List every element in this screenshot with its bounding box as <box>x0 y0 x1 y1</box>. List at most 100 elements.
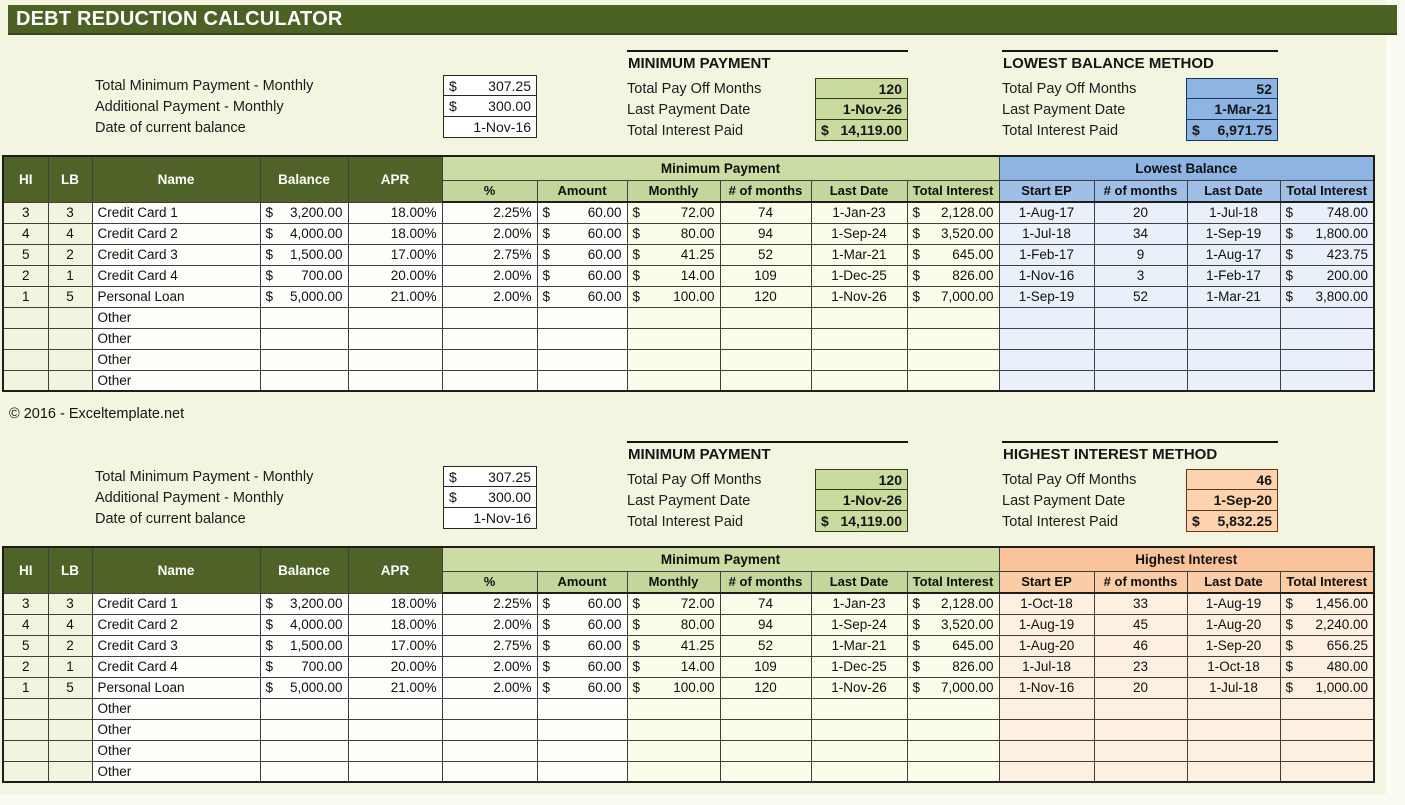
num-months-cell[interactable]: 109 <box>719 264 812 287</box>
debt-name-cell[interactable]: Other <box>91 327 261 350</box>
balance-cell[interactable] <box>259 697 349 720</box>
min-percent-cell[interactable]: 2.00% <box>441 676 538 699</box>
lb-rank-cell[interactable]: 3 <box>47 592 93 615</box>
hi-rank-cell[interactable] <box>2 718 49 741</box>
last-date-cell[interactable] <box>810 369 908 392</box>
debt-name-cell[interactable]: Other <box>91 369 261 392</box>
balance-cell[interactable] <box>259 760 349 783</box>
lb-last-date-cell[interactable]: 1-Jul-18 <box>1186 201 1281 224</box>
hi-num-months-cell[interactable]: 46 <box>1093 634 1188 657</box>
balance-cell[interactable]: $5,000.00 <box>259 676 349 699</box>
last-date-cell[interactable] <box>810 348 908 371</box>
min-amount-cell[interactable] <box>536 327 628 350</box>
min-percent-cell[interactable] <box>441 760 538 783</box>
hi-start-ep-cell[interactable]: 1-Nov-16 <box>998 676 1095 699</box>
apr-cell[interactable]: 21.00% <box>347 285 443 308</box>
last-date-cell[interactable] <box>810 718 908 741</box>
hi-last-date-cell[interactable]: 1-Jul-18 <box>1186 676 1281 699</box>
apr-cell[interactable] <box>347 739 443 762</box>
hi-rank-cell[interactable]: 3 <box>2 592 49 615</box>
lb-total-interest-cell[interactable] <box>1279 369 1375 392</box>
min-percent-cell[interactable]: 2.00% <box>441 264 538 287</box>
debt-name-cell[interactable]: Other <box>91 348 261 371</box>
lowest-balance-result-value[interactable]: 52 <box>1186 77 1278 100</box>
apr-cell[interactable] <box>347 369 443 392</box>
lb-rank-cell[interactable]: 2 <box>47 634 93 657</box>
hi-rank-cell[interactable]: 3 <box>2 201 49 224</box>
num-months-cell[interactable]: 94 <box>719 613 812 636</box>
apr-cell[interactable]: 20.00% <box>347 655 443 678</box>
min-amount-cell[interactable] <box>536 348 628 371</box>
debt-name-cell[interactable]: Credit Card 2 <box>91 222 261 245</box>
num-months-cell[interactable]: 52 <box>719 634 812 657</box>
lb-rank-cell[interactable] <box>47 327 93 350</box>
lb-last-date-cell[interactable] <box>1186 369 1281 392</box>
apr-cell[interactable]: 18.00% <box>347 613 443 636</box>
monthly-cell[interactable]: $72.00 <box>626 201 721 224</box>
monthly-cell[interactable] <box>626 697 721 720</box>
hi-total-interest-cell[interactable] <box>1279 760 1375 783</box>
min-percent-cell[interactable]: 2.75% <box>441 243 538 266</box>
balance-cell[interactable] <box>259 348 349 371</box>
lb-start-ep-cell[interactable]: 1-Sep-19 <box>998 285 1095 308</box>
balance-cell[interactable] <box>259 718 349 741</box>
hi-num-months-cell[interactable]: 20 <box>1093 676 1188 699</box>
hi-start-ep-cell[interactable] <box>998 739 1095 762</box>
debt-name-cell[interactable]: Credit Card 3 <box>91 634 261 657</box>
lb-total-interest-cell[interactable]: $1,800.00 <box>1279 222 1375 245</box>
lb-start-ep-cell[interactable]: 1-Feb-17 <box>998 243 1095 266</box>
lb-num-months-cell[interactable]: 9 <box>1093 243 1188 266</box>
total-interest-cell[interactable]: $3,520.00 <box>906 222 1000 245</box>
hi-last-date-cell[interactable]: 1-Sep-20 <box>1186 634 1281 657</box>
min-amount-cell[interactable]: $60.00 <box>536 655 628 678</box>
lb-total-interest-cell[interactable] <box>1279 306 1375 329</box>
lb-rank-cell[interactable]: 4 <box>47 222 93 245</box>
lb-rank-cell[interactable]: 5 <box>47 676 93 699</box>
total-interest-cell[interactable]: $2,128.00 <box>906 592 1000 615</box>
lb-total-interest-cell[interactable]: $200.00 <box>1279 264 1375 287</box>
balance-cell[interactable] <box>259 739 349 762</box>
balance-cell[interactable]: $4,000.00 <box>259 613 349 636</box>
monthly-cell[interactable]: $80.00 <box>626 222 721 245</box>
min-percent-cell[interactable]: 2.00% <box>441 613 538 636</box>
num-months-cell[interactable] <box>719 697 812 720</box>
hi-total-interest-cell[interactable]: $2,240.00 <box>1279 613 1375 636</box>
apr-cell[interactable] <box>347 327 443 350</box>
hi-rank-cell[interactable] <box>2 760 49 783</box>
min-percent-cell[interactable]: 2.25% <box>441 592 538 615</box>
highest-interest-result-value[interactable]: 46 <box>1186 468 1278 491</box>
hi-last-date-cell[interactable] <box>1186 760 1281 783</box>
hi-num-months-cell[interactable] <box>1093 697 1188 720</box>
apr-cell[interactable]: 18.00% <box>347 201 443 224</box>
min-percent-cell[interactable] <box>441 718 538 741</box>
monthly-cell[interactable] <box>626 348 721 371</box>
num-months-cell[interactable] <box>719 760 812 783</box>
monthly-cell[interactable]: $14.00 <box>626 655 721 678</box>
min-percent-cell[interactable] <box>441 327 538 350</box>
hi-num-months-cell[interactable]: 33 <box>1093 592 1188 615</box>
min-percent-cell[interactable]: 2.00% <box>441 222 538 245</box>
total-interest-cell[interactable] <box>906 348 1000 371</box>
min-amount-cell[interactable]: $60.00 <box>536 634 628 657</box>
last-date-cell[interactable]: 1-Mar-21 <box>810 243 908 266</box>
hi-rank-cell[interactable]: 2 <box>2 655 49 678</box>
num-months-cell[interactable] <box>719 369 812 392</box>
last-date-cell[interactable]: 1-Jan-23 <box>810 592 908 615</box>
lb-start-ep-cell[interactable]: 1-Jul-18 <box>998 222 1095 245</box>
monthly-cell[interactable] <box>626 760 721 783</box>
min-amount-cell[interactable]: $60.00 <box>536 613 628 636</box>
lb-rank-cell[interactable] <box>47 697 93 720</box>
apr-cell[interactable]: 17.00% <box>347 634 443 657</box>
hi-last-date-cell[interactable] <box>1186 697 1281 720</box>
hi-total-interest-cell[interactable] <box>1279 697 1375 720</box>
payment-input-value[interactable]: $300.00 <box>443 486 537 508</box>
num-months-cell[interactable] <box>719 327 812 350</box>
lb-rank-cell[interactable]: 2 <box>47 243 93 266</box>
balance-cell[interactable] <box>259 327 349 350</box>
total-interest-cell[interactable] <box>906 739 1000 762</box>
lb-num-months-cell[interactable]: 52 <box>1093 285 1188 308</box>
minimum-payment-result-value[interactable]: 120 <box>815 468 908 491</box>
hi-rank-cell[interactable] <box>2 739 49 762</box>
total-interest-cell[interactable] <box>906 369 1000 392</box>
num-months-cell[interactable]: 74 <box>719 201 812 224</box>
